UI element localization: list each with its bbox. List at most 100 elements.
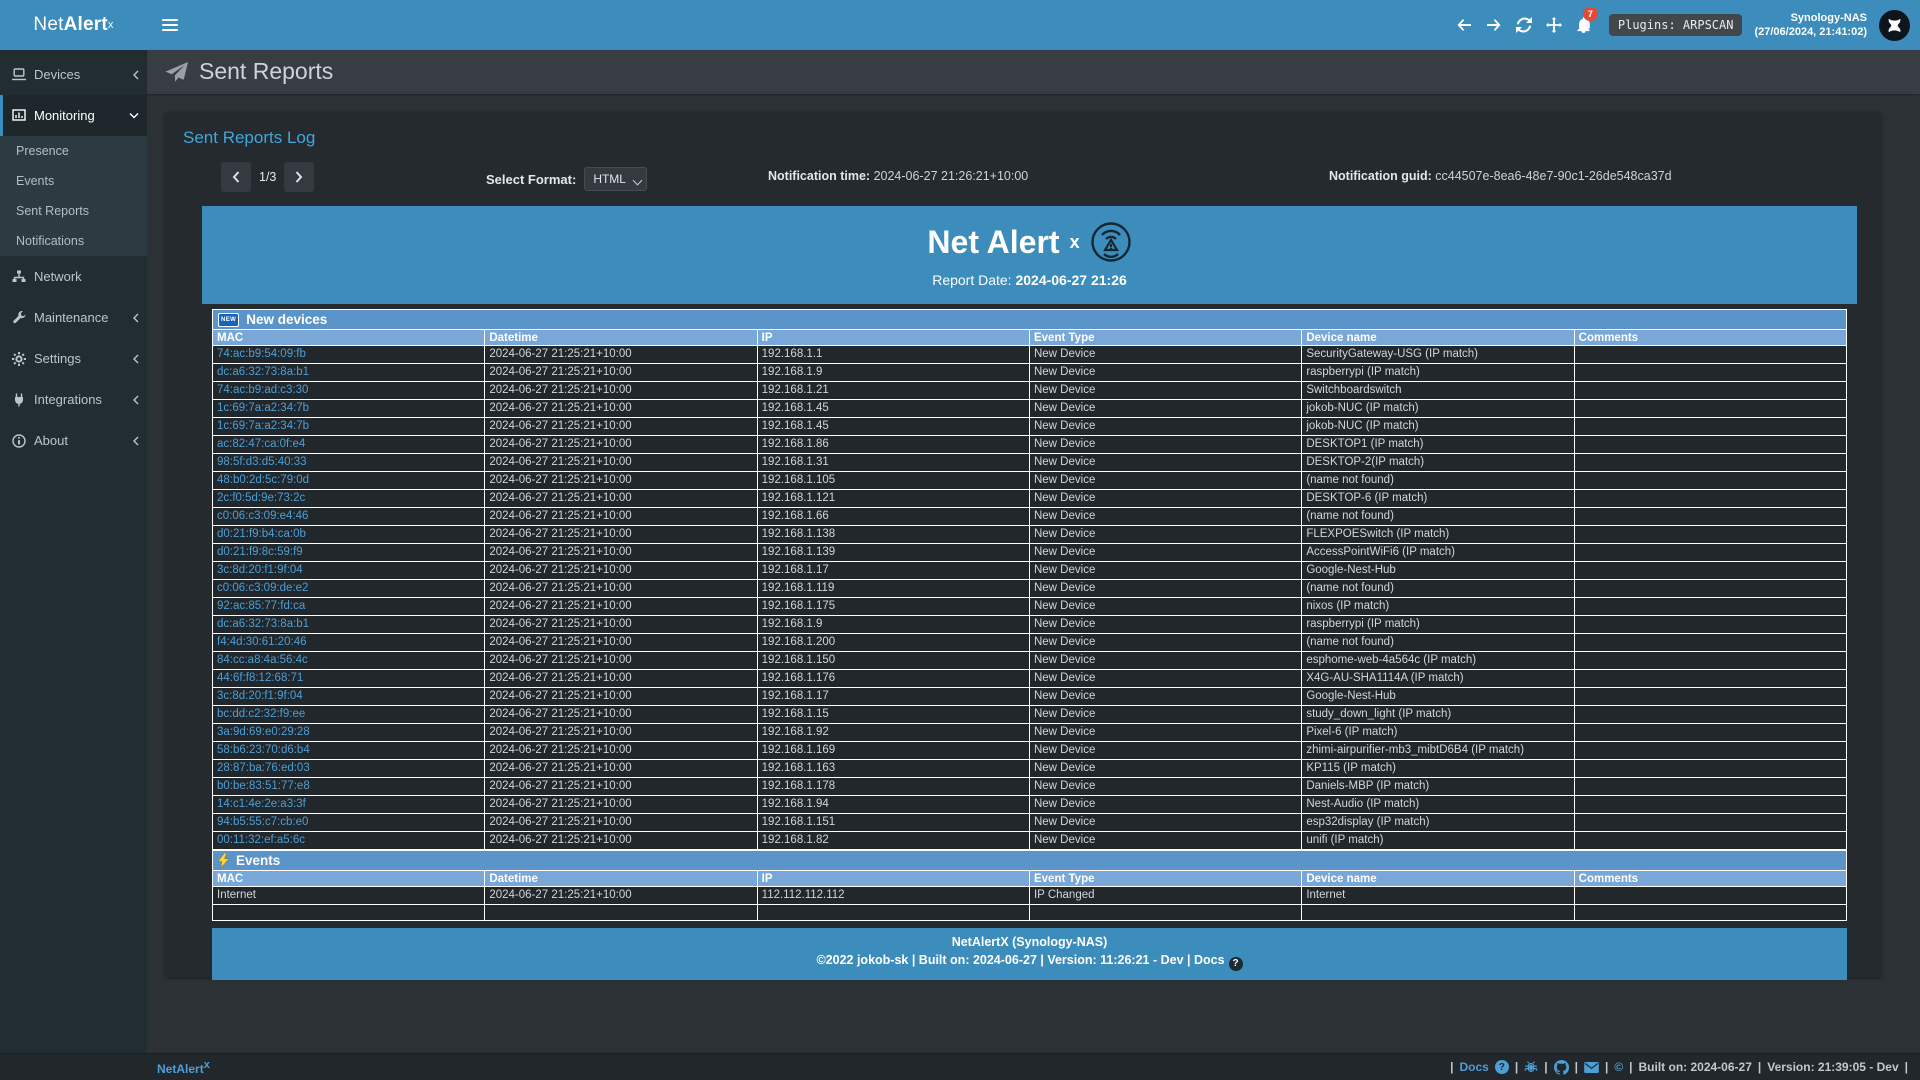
sidebar-item-notifications[interactable]: Notifications [16, 234, 85, 248]
table-cell: New Device [1028, 795, 1303, 814]
mac-address-link[interactable]: bc:dd:c2:32:f9:ee [211, 705, 486, 724]
mac-address-link[interactable]: 14:c1:4e:2e:a3:3f [211, 795, 486, 814]
table-row: 3c:8d:20:f1:9f:04 2024-06-27 21:25:21+10:… [211, 561, 1848, 580]
mac-address-link[interactable]: 1c:69:7a:a2:34:7b [211, 417, 486, 436]
sidebar-item-monitoring[interactable]: Monitoring [0, 95, 147, 136]
app-logo[interactable]: Net Alert x [33, 14, 114, 35]
mac-address-link[interactable]: 00:11:32:ef:a5:6c [211, 831, 486, 850]
table-cell: New Device [1028, 723, 1303, 742]
next-page-button[interactable] [284, 162, 315, 192]
mac-address-link[interactable]: 2c:f0:5d:9e:73:2c [211, 489, 486, 508]
format-selector: Select Format: HTML [486, 167, 648, 191]
table-cell [1573, 525, 1848, 544]
table-cell [1573, 723, 1848, 742]
table-cell [1573, 633, 1848, 652]
mac-address-link[interactable]: 28:87:ba:76:ed:03 [211, 759, 486, 778]
table-row: 98:5f:d3:d5:40:33 2024-06-27 21:25:21+10:… [211, 453, 1848, 472]
box-title[interactable]: Sent Reports Log [183, 128, 316, 147]
docs-link[interactable]: Docs [1459, 1060, 1489, 1074]
table-cell: FLEXPOESwitch (IP match) [1301, 525, 1575, 544]
mac-address-link[interactable]: d0:21:f9:8c:59:f9 [211, 543, 486, 562]
format-select[interactable]: HTML [584, 167, 648, 191]
events-section-header: Events [212, 850, 1847, 870]
mac-address-link[interactable]: c0:06:c3:09:de:e2 [211, 579, 486, 598]
bug-report-icon[interactable] [1524, 1060, 1538, 1074]
table-cell: SecurityGateway-USG (IP match) [1301, 345, 1575, 364]
mac-address-link[interactable]: 3c:8d:20:f1:9f:04 [211, 561, 486, 580]
sidebar-item-maintenance[interactable]: Maintenance [0, 297, 147, 338]
lightning-icon [218, 853, 229, 868]
notifications-bell-icon[interactable]: 7 [1569, 0, 1599, 50]
mac-address-link[interactable]: d0:21:f9:b4:ca:0b [211, 525, 486, 544]
mac-address-link[interactable]: b0:be:83:51:77:e8 [211, 777, 486, 796]
plugins-badge[interactable]: Plugins: ARPSCAN [1608, 14, 1743, 36]
table-cell: 192.168.1.105 [756, 471, 1030, 490]
mac-address-link[interactable]: 1c:69:7a:a2:34:7b [211, 399, 486, 418]
table-cell: zhimi-airpurifier-mb3_mibtD6B4 (IP match… [1301, 741, 1575, 760]
table-row: d0:21:f9:8c:59:f9 2024-06-27 21:25:21+10:… [211, 543, 1848, 562]
notification-count-badge: 7 [1582, 7, 1598, 21]
mac-address-link[interactable]: f4:4d:30:61:20:46 [211, 633, 486, 652]
sidebar-item-devices[interactable]: Devices [0, 54, 147, 95]
mac-address-link[interactable]: 92:ac:85:77:fd:ca [211, 597, 486, 616]
mac-address-link[interactable]: 48:b0:2d:5c:79:0d [211, 471, 486, 490]
pagination: 1/3 [221, 162, 315, 192]
sidebar-item-sent-reports[interactable]: Sent Reports [16, 204, 89, 218]
table-header-row: MAC Datetime IP Event Type Device name C… [211, 870, 1848, 887]
table-cell: New Device [1028, 651, 1303, 670]
help-question-icon[interactable]: ? [1494, 1060, 1509, 1074]
mac-address-link[interactable]: dc:a6:32:73:8a:b1 [211, 615, 486, 634]
refresh-icon[interactable] [1509, 0, 1539, 50]
mac-address-link[interactable]: c0:06:c3:09:e4:46 [211, 507, 486, 526]
table-cell: New Device [1028, 543, 1303, 562]
table-cell: 192.168.1.176 [756, 669, 1030, 688]
mac-address-link[interactable]: 98:5f:d3:d5:40:33 [211, 453, 486, 472]
mac-address-link[interactable]: 74:ac:b9:54:09:fb [211, 345, 486, 364]
mac-address-link[interactable]: dc:a6:32:73:8a:b1 [211, 363, 486, 382]
mac-address-link[interactable]: 94:b5:55:c7:cb:e0 [211, 813, 486, 832]
built-on-label: Built on: 2024-06-27 [1638, 1060, 1752, 1074]
mac-address-link[interactable]: 3c:8d:20:f1:9f:04 [211, 687, 486, 706]
table-cell: 2024-06-27 21:25:21+10:00 [484, 615, 758, 634]
table-cell [1573, 705, 1848, 724]
table-cell: 192.168.1.9 [756, 615, 1030, 634]
github-icon[interactable] [1553, 1059, 1569, 1075]
sidebar-item-about[interactable]: About [0, 420, 147, 461]
table-cell: raspberrypi (IP match) [1301, 363, 1575, 382]
table-row: 58:b6:23:70:d6:b4 2024-06-27 21:25:21+10:… [211, 741, 1848, 760]
table-cell: 192.168.1.94 [756, 795, 1030, 814]
sidebar-item-network[interactable]: Network [0, 256, 147, 297]
back-arrow-icon[interactable] [1449, 0, 1479, 50]
table-cell: New Device [1028, 525, 1303, 544]
mac-address-link[interactable]: 3a:9d:69:e0:29:28 [211, 723, 486, 742]
move-icon[interactable] [1539, 0, 1569, 50]
forward-arrow-icon[interactable] [1479, 0, 1509, 50]
table-cell: 2024-06-27 21:25:21+10:00 [484, 597, 758, 616]
table-cell [1573, 381, 1848, 400]
table-cell: 192.168.1.178 [756, 777, 1030, 796]
sidebar-toggle-icon[interactable] [147, 0, 193, 50]
table-row: 74:ac:b9:54:09:fb 2024-06-27 21:25:21+10:… [211, 345, 1848, 364]
sidebar-item-presence[interactable]: Presence [16, 144, 69, 158]
sidebar-item-integrations[interactable]: Integrations [0, 379, 147, 420]
footer-brand[interactable]: NetAlertx [157, 1058, 210, 1076]
sidebar-item-events[interactable]: Events [16, 174, 55, 188]
sidebar-item-settings[interactable]: Settings [0, 338, 147, 379]
mac-address-link[interactable]: ac:82:47:ca:0f:e4 [211, 435, 486, 454]
license-icon[interactable]: © [1614, 1060, 1624, 1074]
table-cell: AccessPointWiFi6 (IP match) [1301, 543, 1575, 562]
mac-address-link[interactable]: 58:b6:23:70:d6:b4 [211, 741, 486, 760]
navbar-right: 7 Plugins: ARPSCAN Synology-NAS (27/06/2… [1449, 0, 1920, 50]
chevron-left-icon [132, 313, 139, 323]
table-cell: 2024-06-27 21:25:21+10:00 [484, 525, 758, 544]
user-avatar[interactable] [1879, 9, 1910, 41]
table-cell: New Device [1028, 831, 1303, 850]
status-bar: NetAlertx | Docs ? | | | | © | Built on:… [0, 1053, 1920, 1080]
prev-page-button[interactable] [221, 162, 251, 192]
email-icon[interactable] [1584, 1061, 1599, 1073]
table-cell: New Device [1028, 561, 1303, 580]
mac-address-link[interactable]: 44:6f:f8:12:68:71 [211, 669, 486, 688]
mac-address-link[interactable]: 74:ac:b9:ad:c3:30 [211, 381, 486, 400]
table-cell: New Device [1028, 687, 1303, 706]
mac-address-link[interactable]: 84:cc:a8:4a:56:4c [211, 651, 486, 670]
